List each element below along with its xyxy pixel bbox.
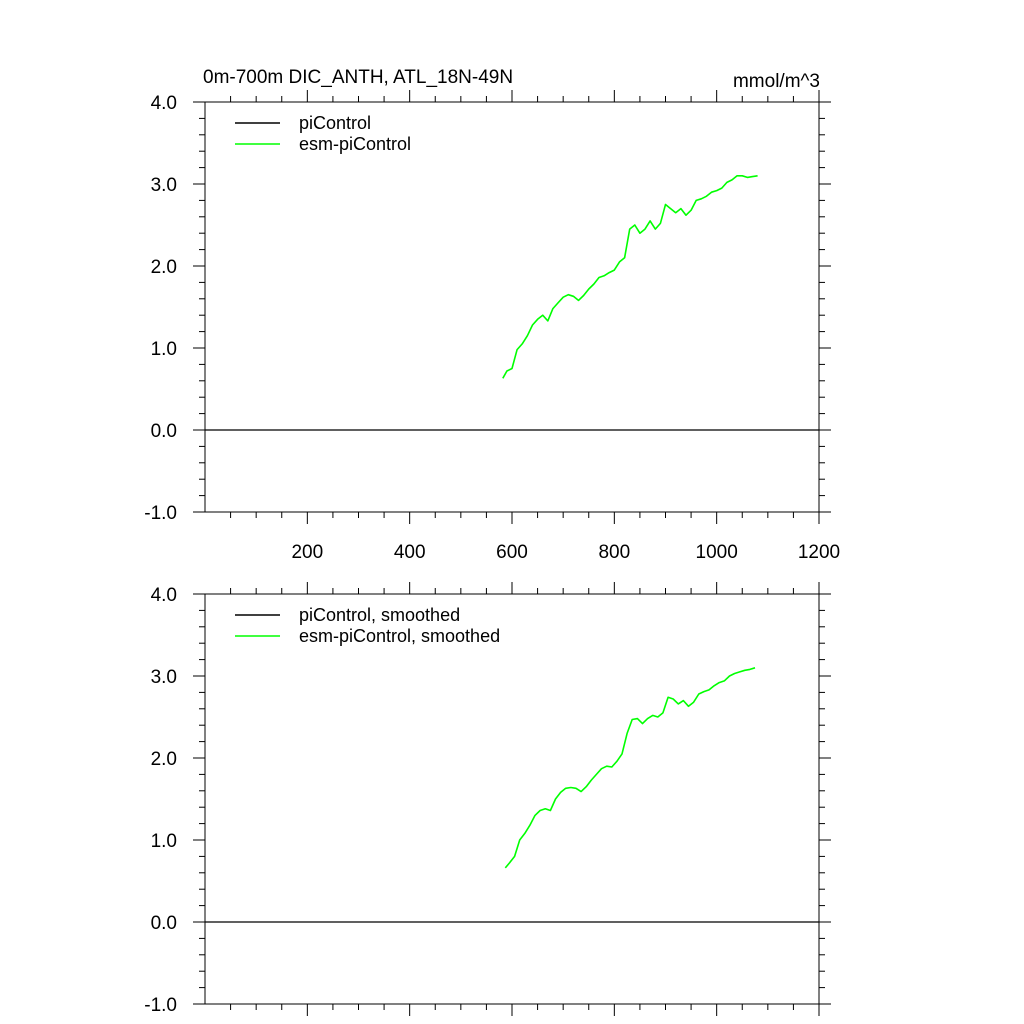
legend-label: esm-piControl, smoothed <box>299 626 500 646</box>
x-tick-label: 400 <box>394 542 426 563</box>
x-tick-label: 200 <box>291 542 323 563</box>
series-line-esm-picontrol-smoothed <box>504 667 756 869</box>
y-tick-label: 2.0 <box>151 257 177 278</box>
plot-frame <box>204 101 820 513</box>
y-tick-label: 0.0 <box>151 913 177 934</box>
series-group <box>205 175 819 431</box>
legend-label: piControl, smoothed <box>299 605 460 625</box>
top-panel: 0m-700m DIC_ANTH, ATL_18N-49N mmol/m^3 -… <box>144 67 840 563</box>
x-tick-label: 1000 <box>696 542 738 563</box>
chart-title: 0m-700m DIC_ANTH, ATL_18N-49N <box>203 67 513 88</box>
x-tick-label: 800 <box>598 542 630 563</box>
axes-group: -1.0 0.0 1.0 2.0 3.0 4.0 200 400 600 800 1000 1200 <box>144 90 840 563</box>
series-line-esm-picontrol <box>502 175 758 379</box>
y-tick-label: -1.0 <box>144 995 177 1016</box>
y-tick-label: 4.0 <box>151 585 177 606</box>
series-group <box>205 667 819 923</box>
y-tick-label: 3.0 <box>151 667 177 688</box>
axes-group: -1.0 0.0 1.0 2.0 3.0 4.0 <box>144 582 831 1016</box>
y-tick-label: 1.0 <box>151 339 177 360</box>
plot-frame <box>204 593 820 1005</box>
y-tick-label: 1.0 <box>151 831 177 852</box>
x-tick-label: 1200 <box>798 542 840 563</box>
y-tick-label: 3.0 <box>151 175 177 196</box>
y-tick-label: 2.0 <box>151 749 177 770</box>
y-tick-label: -1.0 <box>144 503 177 524</box>
bottom-panel: -1.0 0.0 1.0 2.0 3.0 4.0 piControl, smoothede… <box>144 582 831 1016</box>
legend-label: esm-piControl <box>299 134 411 154</box>
y-tick-label: 0.0 <box>151 421 177 442</box>
legend-label: piControl <box>299 113 371 133</box>
y-tick-label: 4.0 <box>151 93 177 114</box>
x-tick-label: 600 <box>496 542 528 563</box>
units-label: mmol/m^3 <box>733 71 820 92</box>
